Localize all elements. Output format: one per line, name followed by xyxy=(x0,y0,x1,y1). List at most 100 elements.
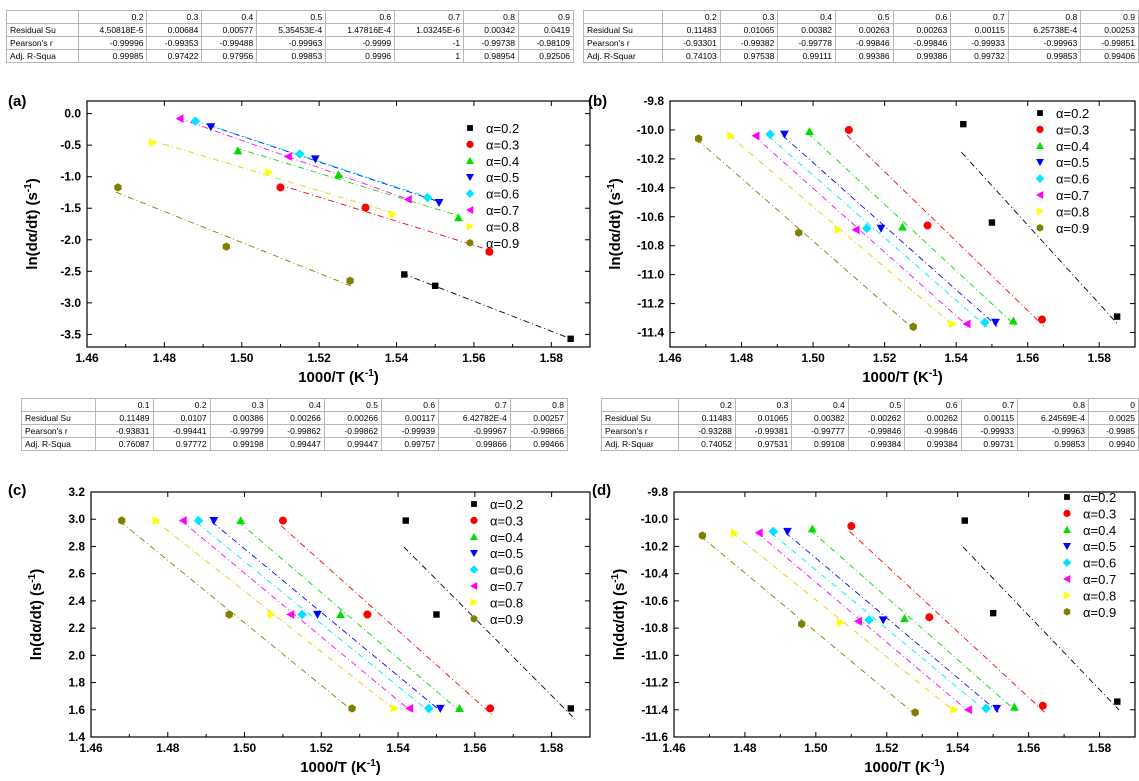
data-point xyxy=(768,526,779,537)
fit-line xyxy=(180,520,412,712)
data-point xyxy=(336,610,345,619)
data-point xyxy=(363,610,372,619)
fit-line xyxy=(238,521,462,713)
data-point xyxy=(405,704,414,713)
legend-entry: α=0.5 xyxy=(490,546,523,561)
data-point xyxy=(963,705,972,715)
data-point xyxy=(911,708,919,717)
y-axis-label-close: ) xyxy=(607,178,624,183)
y-tick-label: -11.2 xyxy=(637,297,664,311)
data-point xyxy=(295,149,305,159)
legend-entry: α=0.9 xyxy=(490,612,523,627)
data-point xyxy=(283,152,292,161)
legend-entry: α=0.3 xyxy=(490,513,523,528)
legend-entry: α=0.5 xyxy=(1056,155,1089,170)
data-point xyxy=(175,114,184,124)
legend-entry: α=0.4 xyxy=(1056,139,1089,154)
data-point xyxy=(694,134,703,143)
legend-entry: α=0.4 xyxy=(1083,523,1116,538)
data-point xyxy=(765,129,775,140)
y-tick-label: -11.6 xyxy=(641,730,668,744)
y-axis-label: ln(dα/dt) (s-1) xyxy=(27,569,45,660)
y-tick-label: -10.0 xyxy=(637,123,665,137)
table-row-label: Adj. R-Squar xyxy=(600,437,680,451)
x-axis-label-text: 1000/T (K xyxy=(298,369,365,386)
y-tick-label: -9.8 xyxy=(647,485,668,499)
y-tick-label: 3.0 xyxy=(68,512,85,526)
x-axis-label: 1000/T (K-1) xyxy=(864,758,945,776)
data-point xyxy=(961,517,968,524)
y-tick-label: -10.8 xyxy=(641,621,669,635)
stat-table-c: 0.1 0.2 0.3 0.4 0.5 0.6 0.7 0.8 Residual Su 0.114… xyxy=(20,398,569,451)
data-point xyxy=(962,319,971,329)
fit-line xyxy=(757,532,971,714)
data-point xyxy=(236,516,246,525)
legend-entry: α=0.8 xyxy=(486,219,519,234)
stat-table-a: 0.2 0.3 0.4 0.5 0.6 0.7 0.8 0.9 Residual Su 4.508… xyxy=(6,10,574,63)
legend-marker xyxy=(466,206,474,214)
y-tick-label: -1.0 xyxy=(60,170,81,184)
legend-marker xyxy=(466,140,474,148)
data-point xyxy=(178,516,187,525)
legend-marker xyxy=(1063,509,1071,517)
legend-marker xyxy=(1063,542,1071,551)
data-point xyxy=(1114,698,1121,705)
table-cell: 0.98954 xyxy=(463,49,519,63)
legend-marker xyxy=(469,565,479,574)
data-point xyxy=(730,528,739,538)
legend-entry: α=0.3 xyxy=(1056,122,1089,137)
x-tick-label: 1.54 xyxy=(386,741,410,755)
data-point xyxy=(948,319,957,329)
fit-line xyxy=(782,135,998,327)
plot-frame xyxy=(669,100,1136,348)
data-point xyxy=(950,705,959,715)
table-header-row: 0.2 0.3 0.4 0.5 0.6 0.7 0.8 0 xyxy=(600,398,1139,412)
data-point xyxy=(864,615,874,625)
table-cell: 0.99406 xyxy=(1080,49,1139,63)
data-point xyxy=(861,223,872,234)
data-point xyxy=(209,516,219,525)
data-point xyxy=(751,131,760,141)
data-point xyxy=(313,610,322,619)
panel-label-a: (a) xyxy=(8,93,27,110)
x-tick-label: 1.54 xyxy=(946,741,970,755)
y-tick-label: 2.2 xyxy=(68,621,85,635)
x-axis-label-close: ) xyxy=(938,369,943,386)
plot-frame xyxy=(86,100,591,348)
legend-entry: α=0.9 xyxy=(1083,605,1116,620)
data-point xyxy=(805,126,814,135)
y-tick-label: -3.0 xyxy=(60,296,81,310)
data-point xyxy=(780,130,789,139)
table-header-row: 0.2 0.3 0.4 0.5 0.6 0.7 0.8 0.9 xyxy=(582,10,1139,24)
table-cell: 0.99757 xyxy=(380,437,440,451)
data-point xyxy=(403,195,412,204)
table-cell: 0.99731 xyxy=(960,437,1019,451)
legend-marker xyxy=(467,125,473,131)
y-axis-label-close: ) xyxy=(611,569,628,574)
data-point xyxy=(909,322,917,331)
data-point xyxy=(334,170,343,179)
data-point xyxy=(225,610,233,619)
y-axis-label-sup: -1 xyxy=(23,183,34,192)
stat-table-d: 0.2 0.3 0.4 0.5 0.6 0.7 0.8 0 Residual Su 0.11483… xyxy=(600,398,1139,451)
y-tick-label: 2.6 xyxy=(68,567,85,581)
x-axis-label-sup: -1 xyxy=(367,758,376,769)
legend-entry: α=0.7 xyxy=(490,579,523,594)
data-point xyxy=(193,515,204,526)
data-point xyxy=(206,123,216,132)
data-point xyxy=(402,517,409,524)
table-cell: 0.97538 xyxy=(719,49,779,63)
y-axis-label: ln(dα/dt) (s-1) xyxy=(23,178,41,269)
data-point xyxy=(992,704,1002,713)
y-tick-label: -10.8 xyxy=(637,239,665,253)
x-tick-label: 1.46 xyxy=(658,351,682,365)
data-point xyxy=(265,167,274,177)
y-axis-label-sup: -1 xyxy=(27,573,38,582)
data-point xyxy=(286,610,295,619)
legend-entry: α=0.8 xyxy=(1056,204,1089,219)
table-header-row: 0.1 0.2 0.3 0.4 0.5 0.6 0.7 0.8 xyxy=(20,398,569,412)
y-tick-label: -11.4 xyxy=(641,703,668,717)
legend-entry: α=0.4 xyxy=(490,530,523,545)
x-tick-label: 1.56 xyxy=(1017,741,1041,755)
